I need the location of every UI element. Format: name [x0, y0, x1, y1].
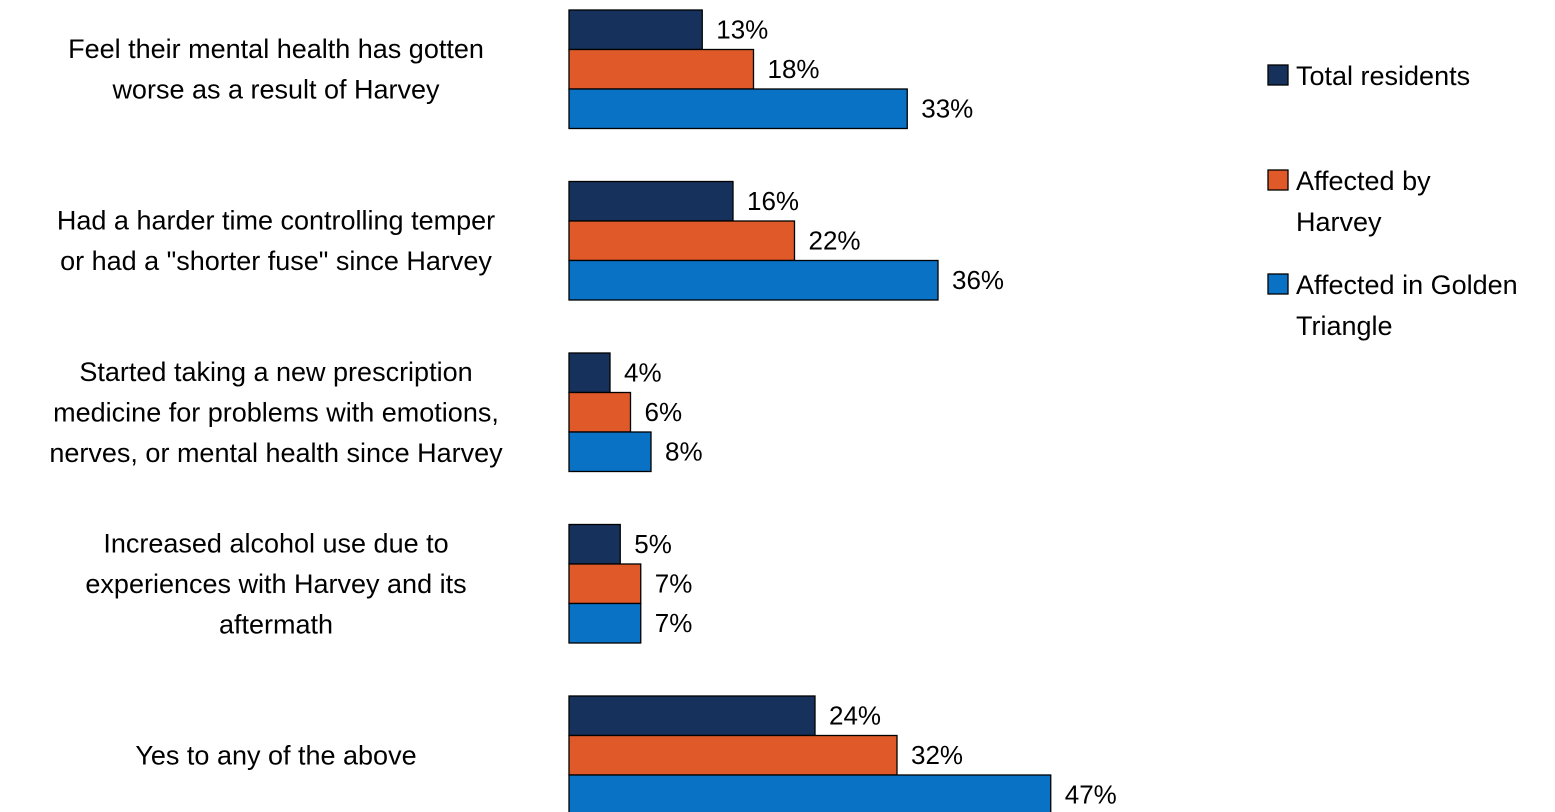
- legend-label-line: Harvey: [1296, 207, 1382, 237]
- bar: [568, 523, 621, 565]
- bar: [568, 259, 939, 301]
- legend-label: Affected in Golden Triangle: [1296, 270, 1518, 341]
- legend-label-line: Affected in Golden: [1296, 270, 1518, 300]
- category-label: Increased alcohol use due to experiences …: [85, 528, 466, 639]
- category-label-line: Feel their mental health has gotten: [68, 34, 484, 64]
- value-labels: 13%18% 33% 16% 22% 36% 4% 6% 8% 5% 7% 7% 24% 32% 47%: [624, 15, 1117, 810]
- data-label: 6%: [645, 397, 683, 427]
- category-label: Yes to any of the above: [135, 740, 416, 770]
- bar: [568, 180, 734, 222]
- category-label-line: worse as a result of Harvey: [111, 75, 440, 105]
- category-label: Had a harder time controlling temper or h…: [57, 206, 495, 277]
- legend-swatch: [1267, 64, 1289, 86]
- bar: [568, 352, 611, 394]
- data-label: 7%: [655, 608, 693, 638]
- data-label: 7%: [655, 569, 693, 599]
- bar: [568, 9, 703, 51]
- data-label: 22%: [809, 226, 861, 256]
- category-label-line: Increased alcohol use due to: [103, 528, 448, 558]
- bar: [568, 220, 796, 262]
- category-label: Feel their mental health has gotten worse…: [68, 34, 484, 105]
- data-label: 36%: [952, 265, 1004, 295]
- bar: [568, 431, 652, 473]
- legend-swatch: [1267, 169, 1289, 191]
- legend-label: Affected by Harvey: [1296, 166, 1431, 237]
- bar: [568, 48, 755, 90]
- data-label: 18%: [768, 54, 820, 84]
- bar: [568, 563, 642, 605]
- data-label: 5%: [634, 529, 672, 559]
- category-label-line: medicine for problems with emotions,: [53, 397, 499, 427]
- category-label-line: aftermath: [219, 609, 333, 639]
- bars: [568, 9, 1052, 812]
- legend-label-line: Affected by: [1296, 166, 1431, 196]
- data-label: 47%: [1065, 780, 1117, 810]
- bar: [568, 695, 816, 737]
- data-label: 8%: [665, 437, 703, 467]
- data-label: 13%: [716, 15, 768, 45]
- bar: [568, 391, 632, 433]
- data-label: 33%: [921, 94, 973, 124]
- data-label: 32%: [911, 740, 963, 770]
- legend-label-line: Triangle: [1296, 311, 1393, 341]
- category-label-line: Started taking a new prescription: [79, 357, 472, 387]
- legend-item: Affected in Golden Triangle: [1267, 270, 1518, 341]
- bar: [568, 774, 1052, 812]
- legend-label-line: Total residents: [1296, 61, 1470, 91]
- category-labels: Feel their mental health has gotten worse…: [49, 34, 503, 770]
- data-label: 4%: [624, 358, 662, 388]
- data-label: 24%: [829, 701, 881, 731]
- category-label: Started taking a new prescription medicin…: [49, 357, 503, 468]
- legend-item: Affected by Harvey: [1267, 166, 1431, 237]
- bar: [568, 602, 642, 644]
- category-label-line: Had a harder time controlling temper: [57, 206, 495, 236]
- category-label-line: experiences with Harvey and its: [85, 569, 466, 599]
- category-label-line: or had a "shorter fuse" since Harvey: [60, 246, 492, 276]
- bar: [568, 734, 898, 776]
- legend-swatch: [1267, 273, 1289, 295]
- bar: [568, 88, 908, 130]
- category-label-line: nerves, or mental health since Harvey: [49, 438, 503, 468]
- legend-item: Total residents: [1267, 61, 1470, 91]
- legend-label: Total residents: [1296, 61, 1470, 91]
- data-label: 16%: [747, 186, 799, 216]
- category-label-line: Yes to any of the above: [135, 740, 416, 770]
